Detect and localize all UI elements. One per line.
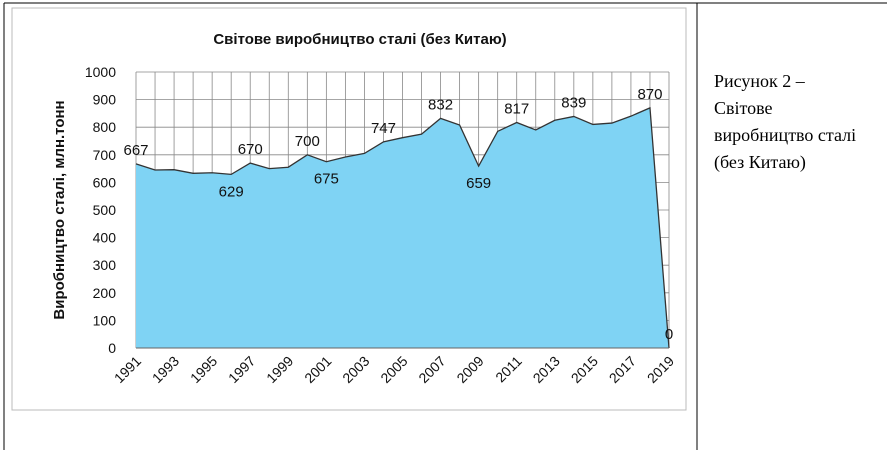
data-label: 870	[637, 86, 662, 103]
data-label: 839	[561, 94, 586, 111]
y-tick-label: 0	[108, 340, 116, 356]
data-label: 675	[314, 171, 339, 188]
data-label: 832	[428, 96, 453, 113]
data-label: 0	[665, 326, 673, 343]
y-axis-title: Виробництво сталі, млн.тонн	[51, 100, 68, 319]
data-label: 659	[466, 175, 491, 192]
y-tick-label: 1000	[85, 64, 116, 80]
y-tick-label: 800	[93, 119, 117, 135]
y-tick-label: 700	[93, 147, 117, 163]
data-label: 700	[295, 133, 320, 150]
y-tick-label: 100	[93, 312, 117, 328]
area-fill	[136, 107, 669, 348]
y-tick-label: 900	[93, 92, 117, 108]
data-label: 747	[371, 120, 396, 137]
y-tick-label: 200	[93, 285, 117, 301]
chart-title: Світове виробництво сталі (без Китаю)	[213, 31, 506, 48]
data-label: 817	[504, 101, 529, 118]
area-line	[135, 106, 670, 349]
y-tick-label: 500	[93, 202, 117, 218]
y-tick-label: 600	[93, 174, 117, 190]
data-label: 667	[123, 142, 148, 159]
y-tick-label: 300	[93, 257, 117, 273]
y-tick-label: 400	[93, 230, 117, 246]
data-label: 629	[219, 183, 244, 200]
caption: Рисунок 2 – Світове виробництво сталі (б…	[714, 71, 857, 172]
data-label: 670	[238, 141, 263, 158]
